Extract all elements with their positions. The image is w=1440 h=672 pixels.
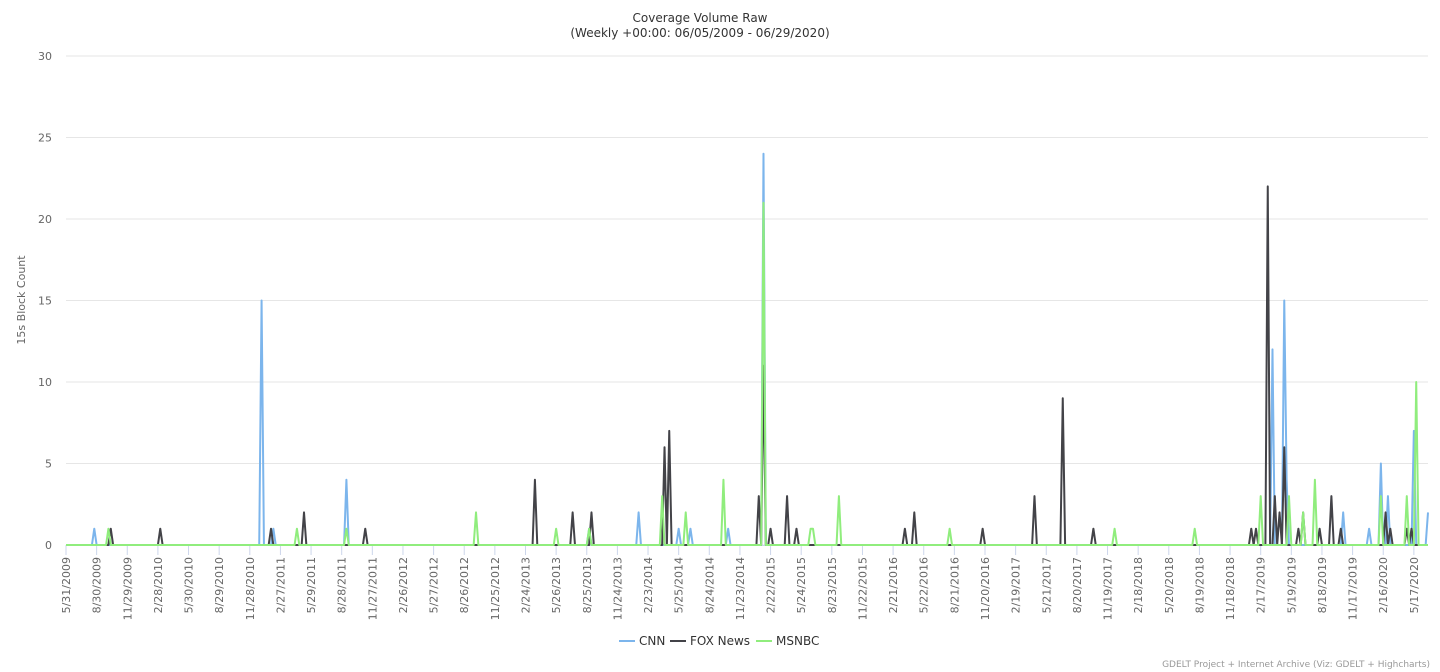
y-tick-label: 30	[38, 50, 52, 63]
x-tick-label: 2/23/2014	[642, 557, 655, 613]
x-tick-label: 5/20/2018	[1163, 557, 1176, 613]
chart-subtitle: (Weekly +00:00: 06/05/2009 - 06/29/2020)	[570, 26, 829, 40]
x-tick-label: 2/28/2010	[152, 557, 165, 613]
x-tick-label: 2/18/2018	[1132, 557, 1145, 613]
x-tick-label: 8/23/2015	[826, 557, 839, 613]
x-tick-label: 11/24/2013	[611, 557, 624, 620]
x-tick-label: 8/26/2012	[458, 557, 471, 613]
legend-item[interactable]: FOX News	[670, 634, 750, 648]
x-tick-label: 5/27/2012	[428, 557, 441, 613]
x-tick-label: 11/28/2010	[244, 557, 257, 620]
x-tick-label: 2/22/2015	[765, 557, 778, 613]
x-tick-label: 2/21/2016	[887, 557, 900, 613]
x-tick-label: 8/29/2010	[213, 557, 226, 613]
x-tick-label: 8/28/2011	[336, 557, 349, 613]
legend-item[interactable]: CNN	[619, 634, 665, 648]
x-tick-label: 5/31/2009	[60, 557, 73, 613]
x-tick-label: 11/18/2018	[1224, 557, 1237, 620]
x-tick-label: 8/18/2019	[1316, 557, 1329, 613]
y-axis-label: 15s Block Count	[15, 255, 28, 345]
legend-item[interactable]: MSNBC	[756, 634, 819, 648]
x-tick-label: 11/25/2012	[489, 557, 502, 620]
x-tick-label: 8/25/2013	[581, 557, 594, 613]
legend-label: MSNBC	[776, 634, 819, 648]
y-tick-label: 25	[38, 132, 52, 145]
x-tick-label: 11/19/2017	[1102, 557, 1115, 620]
x-tick-label: 5/25/2014	[673, 557, 686, 613]
x-tick-label: 5/22/2016	[918, 557, 931, 613]
chart-title: Coverage Volume Raw	[633, 11, 768, 25]
x-tick-label: 5/29/2011	[305, 557, 318, 613]
x-tick-label: 11/23/2014	[734, 557, 747, 620]
x-tick-label: 8/30/2009	[91, 557, 104, 613]
x-tick-label: 8/21/2016	[948, 557, 961, 613]
x-tick-label: 2/27/2011	[274, 557, 287, 613]
legend-label: CNN	[639, 634, 665, 648]
x-tick-label: 2/19/2017	[1010, 557, 1023, 613]
x-tick-label: 2/24/2013	[519, 557, 532, 613]
y-tick-label: 0	[45, 539, 52, 552]
legend-label: FOX News	[690, 634, 750, 648]
x-tick-label: 11/29/2009	[121, 557, 134, 620]
y-tick-label: 15	[38, 295, 52, 308]
x-tick-label: 8/19/2018	[1193, 557, 1206, 613]
series-line	[66, 152, 1429, 546]
x-tick-label: 11/27/2011	[366, 557, 379, 620]
y-tick-label: 5	[45, 458, 52, 471]
x-tick-label: 8/20/2017	[1071, 557, 1084, 613]
y-tick-label: 10	[38, 376, 52, 389]
x-tick-label: 2/26/2012	[397, 557, 410, 613]
x-tick-label: 5/30/2010	[183, 557, 196, 613]
x-tick-label: 5/21/2017	[1040, 557, 1053, 613]
x-tick-label: 8/24/2014	[703, 557, 716, 613]
x-tick-label: 5/26/2013	[550, 557, 563, 613]
credits: GDELT Project + Internet Archive (Viz: G…	[1162, 660, 1430, 670]
x-tick-label: 5/19/2019	[1285, 557, 1298, 613]
series-line	[66, 201, 1428, 546]
x-tick-label: 5/17/2020	[1408, 557, 1421, 613]
series-line	[66, 185, 1428, 546]
y-tick-label: 20	[38, 213, 52, 226]
x-tick-label: 11/17/2019	[1347, 557, 1360, 620]
x-tick-label: 11/20/2016	[979, 557, 992, 620]
x-tick-label: 2/17/2019	[1255, 557, 1268, 613]
x-tick-label: 5/24/2015	[795, 557, 808, 613]
x-tick-label: 11/22/2015	[856, 557, 869, 620]
x-tick-label: 2/16/2020	[1377, 557, 1390, 613]
